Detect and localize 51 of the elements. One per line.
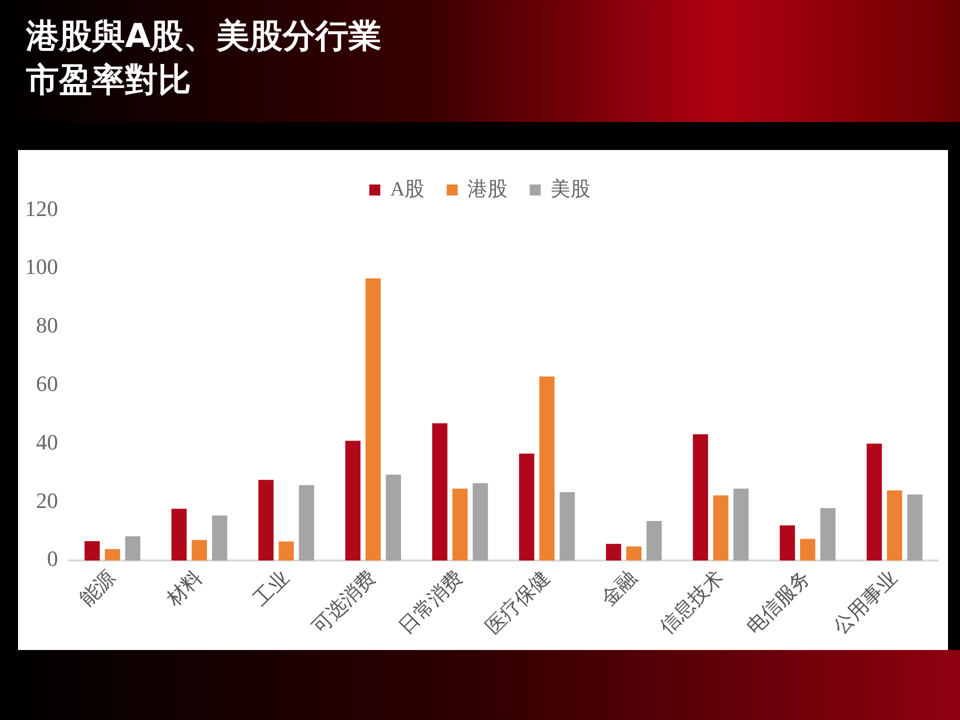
bar (452, 488, 468, 560)
bar (539, 376, 555, 560)
bar (192, 540, 207, 560)
x-tick-label: 医疗保健 (482, 566, 554, 639)
bar (800, 538, 816, 560)
bar (212, 515, 228, 560)
bar (519, 454, 534, 560)
y-tick-label: 80 (36, 312, 58, 338)
bar (606, 544, 622, 560)
y-tick-label: 60 (36, 371, 58, 396)
y-tick-label: 20 (36, 488, 58, 513)
bar (345, 440, 360, 560)
y-tick-label: 120 (25, 196, 58, 221)
legend-label: 港股 (468, 178, 508, 200)
bar (907, 494, 922, 560)
x-tick-label: 电信服务 (742, 566, 815, 639)
x-tick-label: 可选消费 (308, 566, 380, 639)
bar (366, 278, 381, 560)
legend-label: 美股 (550, 177, 591, 200)
y-tick-label: 40 (36, 429, 58, 454)
bar (171, 508, 187, 560)
y-tick-label: 100 (25, 254, 58, 280)
bar (84, 541, 100, 560)
bar (472, 483, 488, 560)
bar (432, 423, 448, 560)
bar (125, 536, 140, 560)
bar (278, 541, 294, 560)
bar (733, 488, 749, 560)
bar (692, 434, 708, 560)
bar (104, 549, 120, 560)
x-tick-label: 材料 (162, 566, 207, 612)
x-tick-label: 工业 (250, 566, 294, 610)
legend-label: A股 (390, 178, 425, 200)
x-tick-label: 能源 (76, 566, 120, 610)
bar (886, 490, 902, 560)
bar (866, 444, 882, 560)
bar (626, 546, 642, 560)
x-tick-label: 金融 (597, 566, 642, 610)
y-tick-label: 0 (47, 546, 58, 572)
bar (386, 474, 402, 560)
bar (713, 495, 728, 560)
bar (780, 525, 795, 560)
x-tick-label: 信息技术 (656, 566, 728, 639)
bar (258, 480, 274, 560)
bar (298, 485, 314, 560)
bar (820, 508, 836, 560)
bar (646, 521, 662, 560)
x-tick-label: 日常消费 (395, 566, 468, 639)
bar (560, 492, 575, 560)
chart-title: 港股與A股、美股分行業市盈率對比 (26, 15, 383, 101)
x-tick-label: 公用事业 (830, 566, 902, 639)
